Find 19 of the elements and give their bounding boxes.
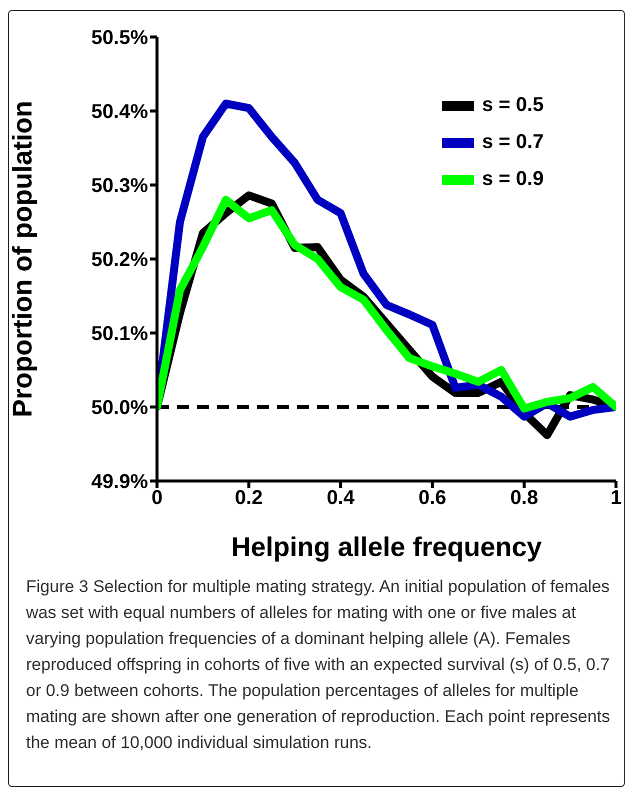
y-tick-label: 50.0% (91, 397, 148, 420)
x-tick-label: 0 (151, 487, 163, 510)
legend-label: s = 0.5 (482, 94, 544, 117)
y-tick-label: 50.3% (91, 175, 148, 198)
x-tick-label: 0.2 (234, 487, 263, 510)
y-tick-label: 50.1% (91, 323, 148, 346)
y-tick-label: 50.2% (91, 249, 148, 272)
x-tick-label: 0.8 (510, 487, 538, 510)
y-axis-title: Proportion of population (8, 100, 38, 418)
y-tick-label: 49.9% (91, 471, 148, 494)
y-tick-label: 50.4% (91, 101, 148, 124)
x-tick-label: 1 (610, 487, 622, 510)
x-tick-label: 0.6 (418, 487, 446, 510)
legend-label: s = 0.7 (482, 131, 544, 154)
y-tick-label: 50.5% (91, 27, 148, 50)
x-tick-label: 0.4 (326, 487, 356, 510)
x-axis-title: Helping allele frequency (231, 532, 542, 562)
caption: Figure 3 Selection for multiple mating strategy. An initial population of females was set with equal numbers of alleles for mating with one or five males at varying population frequencies of a dominant helping allele (A). Females reproduced offspring in cohorts of five with an expected survival (s) of 0.5, 0.7 or 0.9 between cohorts. The population percentages of alleles for multiple mating are shown after one generation of reproduction. Each point represents the mean of 10,000 individual simulation runs. (26, 576, 612, 754)
legend-label: s = 0.9 (482, 168, 544, 191)
